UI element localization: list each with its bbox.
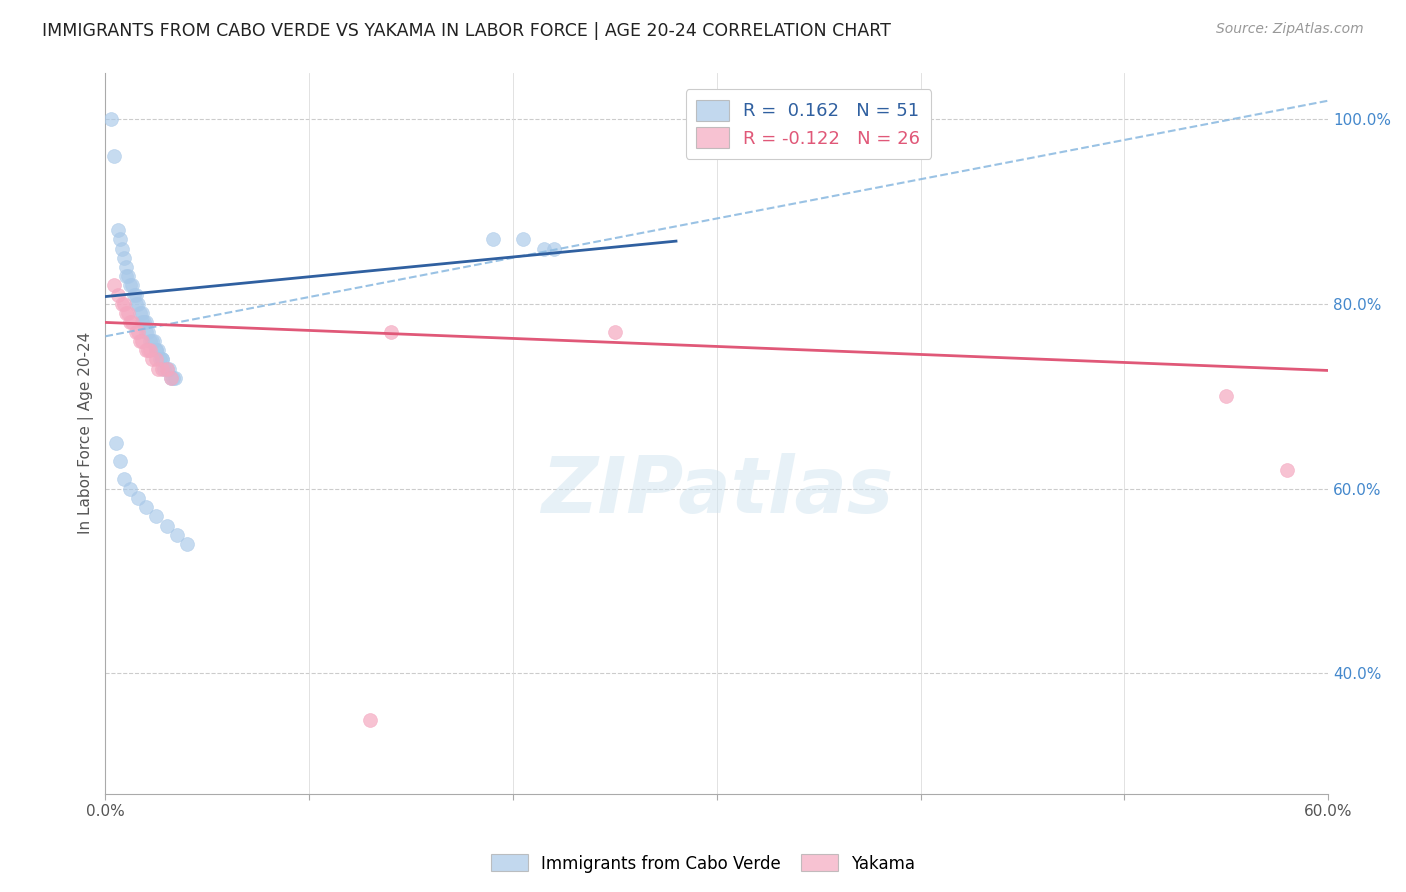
Point [112, 251, 135, 265]
Point [139, 334, 162, 348]
Point [148, 361, 170, 376]
Point [131, 315, 153, 329]
Point [152, 352, 174, 367]
Point [139, 343, 162, 358]
Point [163, 371, 186, 385]
Point [359, 713, 381, 727]
Point [141, 334, 163, 348]
Point [155, 518, 177, 533]
Point [125, 287, 148, 301]
Point [145, 343, 167, 358]
Point [166, 528, 188, 542]
Text: ZIPatlas: ZIPatlas [541, 453, 893, 529]
Point [117, 306, 139, 320]
Point [125, 297, 148, 311]
Point [127, 325, 149, 339]
Point [162, 371, 184, 385]
Point [145, 509, 167, 524]
Point [135, 343, 157, 358]
Point [129, 334, 152, 348]
Point [148, 343, 170, 358]
Point [141, 352, 163, 367]
Point [512, 232, 534, 246]
Point [145, 343, 167, 358]
Point [114, 306, 136, 320]
Point [135, 500, 157, 515]
Point [132, 315, 155, 329]
Point [149, 352, 172, 367]
Point [152, 361, 174, 376]
Legend: R =  0.162   N = 51, R = -0.122   N = 26: R = 0.162 N = 51, R = -0.122 N = 26 [686, 89, 931, 159]
Point [143, 334, 166, 348]
Point [1277, 463, 1299, 477]
Point [155, 361, 177, 376]
Point [481, 232, 503, 246]
Point [135, 325, 157, 339]
Point [129, 306, 152, 320]
Point [103, 149, 125, 163]
Point [127, 491, 149, 505]
Point [107, 223, 129, 237]
Point [100, 112, 122, 127]
Point [104, 435, 127, 450]
Point [159, 371, 181, 385]
Point [533, 242, 555, 256]
Point [121, 315, 143, 329]
Point [131, 334, 153, 348]
Point [111, 242, 134, 256]
Text: Source: ZipAtlas.com: Source: ZipAtlas.com [1216, 22, 1364, 37]
Point [108, 454, 131, 468]
Point [543, 242, 565, 256]
Point [159, 371, 181, 385]
Point [131, 306, 153, 320]
Point [118, 315, 141, 329]
Point [145, 352, 167, 367]
Point [118, 278, 141, 293]
Point [117, 269, 139, 284]
Point [136, 325, 159, 339]
Point [603, 325, 626, 339]
Text: IMMIGRANTS FROM CABO VERDE VS YAKAMA IN LABOR FORCE | AGE 20-24 CORRELATION CHAR: IMMIGRANTS FROM CABO VERDE VS YAKAMA IN … [42, 22, 891, 40]
Point [114, 260, 136, 274]
Point [108, 232, 131, 246]
Point [152, 352, 174, 367]
Y-axis label: In Labor Force | Age 20-24: In Labor Force | Age 20-24 [79, 332, 94, 534]
Point [380, 325, 402, 339]
Point [136, 343, 159, 358]
Point [121, 278, 143, 293]
Point [112, 297, 135, 311]
Point [127, 297, 149, 311]
Point [118, 482, 141, 496]
Point [1215, 389, 1237, 403]
Point [114, 269, 136, 284]
Point [112, 473, 135, 487]
Point [122, 287, 145, 301]
Point [111, 297, 134, 311]
Point [157, 361, 180, 376]
Point [135, 315, 157, 329]
Point [125, 325, 148, 339]
Point [103, 278, 125, 293]
Legend: Immigrants from Cabo Verde, Yakama: Immigrants from Cabo Verde, Yakama [485, 847, 921, 880]
Point [155, 361, 177, 376]
Point [153, 361, 176, 376]
Point [107, 287, 129, 301]
Point [176, 537, 198, 551]
